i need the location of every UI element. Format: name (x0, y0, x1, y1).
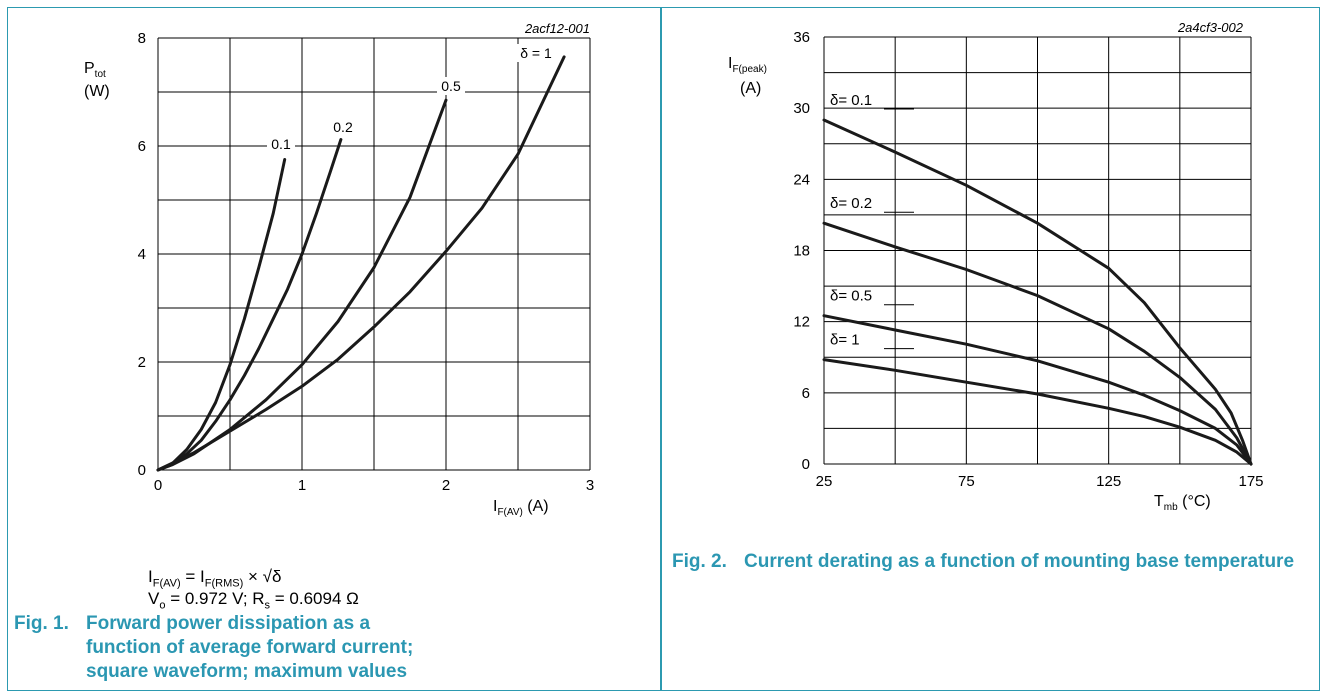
chart-2-y-symbol: IF(peak) (728, 55, 767, 75)
figure-2-caption: Fig. 2. Current derating as a function o… (672, 550, 1312, 602)
chart-1-series-line (156, 55, 566, 472)
formula-line-2: Vo = 0.972 V; Rs = 0.6094 Ω (148, 589, 359, 612)
chart-2-x-tick: 75 (958, 473, 975, 490)
chart-1-x-tick: 0 (154, 477, 162, 494)
figure-1-caption-text: Forward power dissipation as a function … (86, 613, 414, 682)
chart-1-y-tick: 6 (138, 138, 146, 155)
chart-1-label-bg (437, 77, 465, 95)
chart-2-x-label: Tmb (°C) (1154, 493, 1211, 513)
chart-1-x-tick: 1 (298, 477, 306, 494)
chart-1: 0 1 2 3 0 2 4 6 8 2acf12-001 Ptot (W) IF(AV) (A) 0.1 0… (84, 21, 594, 518)
chart-1-x-tick: 2 (442, 477, 450, 494)
figure-2-panel: 25 75 125 175 0 6 12 18 24 30 36 2a4cf3-002 IF(peak)… (661, 7, 1320, 691)
chart-1-series-line (156, 158, 287, 472)
chart-2-series-label: δ= 1 (830, 332, 860, 349)
chart-1-label-bg (329, 118, 357, 136)
chart-2-series-label: δ= 0.2 (830, 195, 872, 212)
chart-2-y-tick: 18 (793, 243, 810, 260)
chart-2-y-tick: 36 (793, 29, 810, 46)
chart-2-series-line (822, 118, 1253, 466)
chart-1-x-label: IF(AV) (A) (493, 498, 549, 518)
chart-1-label-bg (267, 135, 295, 153)
chart-2-y-tick: 6 (802, 385, 810, 402)
chart-2-y-tick: 12 (793, 314, 810, 331)
chart-1-series-line (156, 138, 343, 472)
chart-1-y-tick: 2 (138, 354, 146, 371)
chart-1-series-label: 0.2 (333, 119, 353, 135)
figure-1-caption: Fig. 1. Forward power dissipation as a f… (14, 612, 454, 688)
figure-2-caption-text: Current derating as a function of mounti… (744, 551, 1295, 572)
figure-1-number: Fig. 1. (14, 613, 69, 634)
chart-2-series-line (822, 221, 1253, 466)
chart-2-x-tick: 25 (816, 473, 833, 490)
chart-2-series-line (822, 358, 1253, 466)
chart-1-x-tick: 3 (586, 477, 594, 494)
chart-2-y-tick: 0 (802, 456, 810, 473)
formula-line-1: IF(AV) = IF(RMS) × √δ (148, 567, 282, 590)
chart-2-grid (823, 36, 1252, 465)
chart-1-series-label: δ = 1 (520, 45, 552, 61)
chart-1-series-label: 0.5 (441, 78, 461, 94)
chart-2-code: 2a4cf3-002 (1177, 20, 1244, 35)
chart-2-y-tick: 30 (793, 100, 810, 117)
chart-1-grid (157, 37, 591, 471)
chart-1-y-symbol: Ptot (84, 60, 106, 80)
chart-1-y-tick: 4 (138, 246, 146, 263)
chart-2-series-label: δ= 0.5 (830, 288, 872, 305)
chart-2-y-unit: (A) (740, 80, 761, 97)
chart-1-y-tick: 8 (138, 30, 146, 47)
chart-1-series-label: 0.1 (271, 136, 291, 152)
chart-2-series-line (822, 314, 1253, 466)
chart-2-y-tick: 24 (793, 171, 810, 188)
chart-2-x-tick: 175 (1238, 473, 1263, 490)
chart-1-y-unit: (W) (84, 83, 110, 100)
chart-1-y-tick: 0 (138, 462, 146, 479)
chart-1-code: 2acf12-001 (524, 21, 590, 36)
chart-2-series-label: δ= 0.1 (830, 92, 872, 109)
chart-2-x-tick: 125 (1096, 473, 1121, 490)
chart-2: 25 75 125 175 0 6 12 18 24 30 36 2a4cf3-002 IF(peak)… (728, 20, 1264, 513)
figure-2-number: Fig. 2. (672, 551, 727, 572)
chart-1-label-bg (514, 44, 558, 62)
figure-1-panel: 0 1 2 3 0 2 4 6 8 2acf12-001 Ptot (W) IF(AV) (A) 0.1 0… (7, 7, 661, 691)
